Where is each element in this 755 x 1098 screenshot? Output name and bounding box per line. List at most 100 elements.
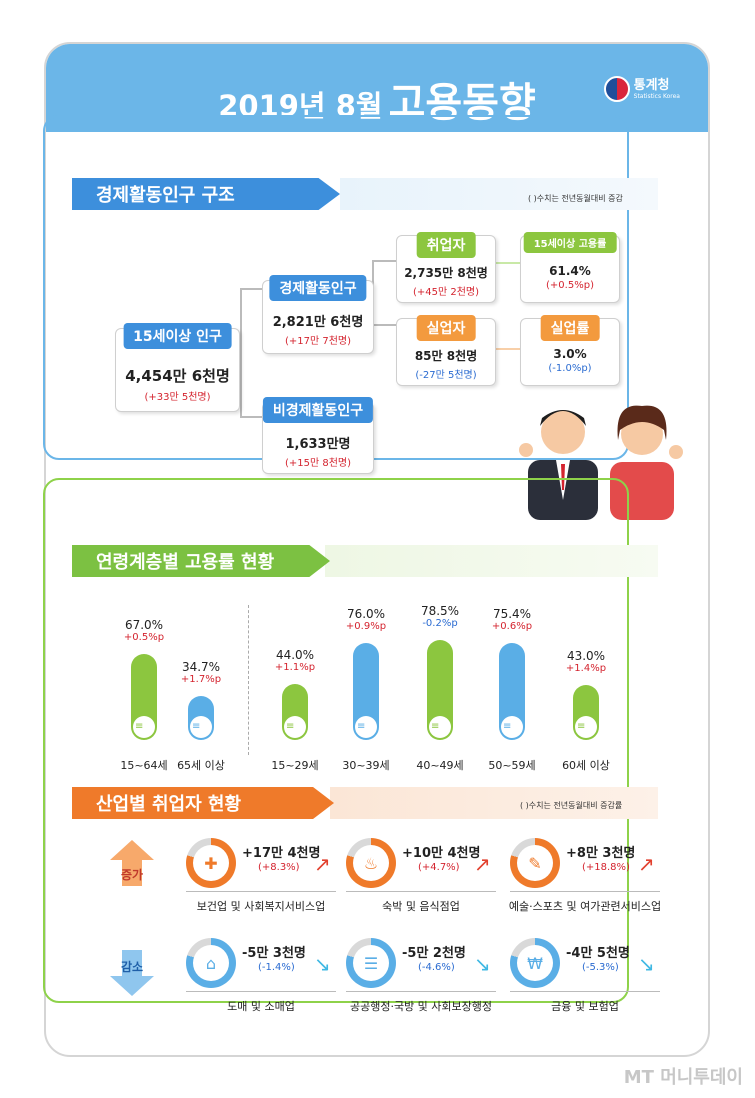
document-icon: ≡ [284, 716, 306, 738]
bar-label-0: 67.0% +0.5%p [114, 618, 174, 643]
bar-category: 60세 이상 [562, 759, 610, 772]
document-icon: ≡ [190, 716, 212, 738]
bar-value: 43.0% [566, 649, 606, 663]
bar-value: 75.4% [492, 607, 532, 621]
industry-ring: ₩ [510, 938, 560, 988]
header-banner: 2019년 8월 고용동향 통계청 Statistics Korea [46, 44, 708, 132]
bar-category: 40~49세 [416, 759, 464, 772]
industry-change: (-4.6%) [418, 962, 455, 973]
bar-2: ≡ [282, 684, 308, 740]
bar-value: 67.0% [124, 618, 164, 632]
medical-kit-icon: ✚ [193, 845, 229, 881]
bar-category: 65세 이상 [177, 759, 225, 772]
bar-label-6: 43.0% +1.4%p [556, 649, 616, 674]
decrease-arrow-icon [110, 950, 154, 996]
bar-change: +1.4%p [565, 663, 607, 674]
bar-3: ≡ [353, 643, 379, 740]
bar-5: ≡ [499, 643, 525, 740]
document-scroll-icon: ☰ [353, 945, 389, 981]
section1-note: ( )수치는 전년동월대비 증감 [528, 194, 623, 203]
employment-rate-box: 15세이상 고용률 61.4% (+0.5%p) [520, 232, 620, 303]
trend-up-icon: ↗ [314, 852, 331, 876]
dining-icon: ♨ [353, 845, 389, 881]
bar-change: +1.1%p [274, 662, 316, 673]
industry-name: 도매 및 소매업 [227, 1000, 295, 1013]
unemployment-rate-box: 실업률 3.0% (-1.0%p) [520, 315, 620, 386]
unemployed-box: 실업자 85만 8천명 (-27만 5천명) [396, 315, 496, 386]
industry-increase-2: ✎ +8만 3천명 (+18.8%) ↗ 예술·스포츠 및 여가관련서비스업 [509, 838, 661, 913]
document-icon: ≡ [355, 716, 377, 738]
industry-value: -5만 3천명 [242, 946, 306, 961]
industry-change: (+18.8%) [582, 862, 630, 873]
statistics-korea-logo: 통계청 Statistics Korea [603, 76, 680, 102]
section3-note: ( )수치는 전년동월대비 증감률 [520, 801, 623, 810]
increase-label: 증가 [120, 868, 144, 882]
bar-1: ≡ [188, 696, 214, 740]
age-employment-section [43, 478, 629, 1003]
bar-category: 50~59세 [488, 759, 536, 772]
bar-label-2: 44.0% +1.1%p [265, 648, 325, 673]
page-title: 2019년 8월 고용동향 [218, 80, 536, 126]
bar-label-4: 78.5% -0.2%p [410, 604, 470, 629]
industry-ring: ♨ [346, 838, 396, 888]
industry-decrease-2: ₩ -4만 5천명 (-5.3%) ↘ 금융 및 보험업 [510, 938, 660, 1013]
industry-ring: ☰ [346, 938, 396, 988]
industry-name: 숙박 및 음식점업 [382, 900, 460, 913]
increase-arrow-icon [110, 840, 154, 886]
decrease-label: 감소 [120, 960, 144, 974]
industry-change: (-5.3%) [582, 962, 619, 973]
industry-value: -5만 2천명 [402, 946, 466, 961]
bar-0: ≡ [131, 654, 157, 740]
trend-down-icon: ↘ [638, 952, 655, 976]
trend-up-icon: ↗ [474, 852, 491, 876]
inactive-pop-box: 비경제활동인구 1,633만명 (+15만 8천명) [262, 397, 374, 474]
industry-change: (+4.7%) [418, 862, 460, 873]
industry-value: +8만 3천명 [566, 846, 636, 861]
trend-down-icon: ↘ [474, 952, 491, 976]
document-icon: ≡ [133, 716, 155, 738]
industry-ring: ✎ [510, 838, 560, 888]
bar-change: -0.2%p [422, 618, 458, 629]
industry-change: (+8.3%) [258, 862, 300, 873]
bar-category: 15~29세 [271, 759, 319, 772]
bar-change: +0.9%p [345, 621, 387, 632]
industry-value: +17만 4천명 [242, 846, 321, 861]
bar-4: ≡ [427, 640, 453, 740]
bar-6: ≡ [573, 685, 599, 740]
section2-title: 연령계층별 고용률 현황 [72, 545, 330, 577]
art-palette-icon: ✎ [517, 845, 553, 881]
taegeuk-icon [603, 76, 630, 102]
bar-category: 30~39세 [342, 759, 390, 772]
industry-name: 금융 및 보험업 [551, 1000, 619, 1013]
trend-up-icon: ↗ [638, 852, 655, 876]
business-people-illustration [519, 405, 683, 520]
industry-name: 예술·스포츠 및 여가관련서비스업 [508, 900, 662, 913]
trend-down-icon: ↘ [314, 952, 331, 976]
pop15-box: 15세이상 인구 4,454만 6천명 (+33만 5천명) [115, 323, 240, 412]
bar-label-3: 76.0% +0.9%p [336, 607, 396, 632]
industry-decrease-0: ⌂ -5만 3천명 (-1.4%) ↘ 도매 및 소매업 [186, 938, 336, 1013]
industry-ring: ✚ [186, 838, 236, 888]
bar-change: +1.7%p [180, 674, 222, 685]
document-icon: ≡ [501, 716, 523, 738]
employed-box: 취업자 2,735만 8천명 (+45만 2천명) [396, 232, 496, 303]
chart-divider [248, 605, 249, 755]
bar-change: +0.6%p [491, 621, 533, 632]
section1-title: 경제활동인구 구조 [72, 178, 340, 210]
industry-increase-0: ✚ +17만 4천명 (+8.3%) ↗ 보건업 및 사회복지서비스업 [186, 838, 336, 913]
bar-change: +0.5%p [123, 632, 165, 643]
section3-title: 산업별 취업자 현황 [72, 787, 334, 819]
ribbon-tail [340, 178, 658, 210]
watermark: MT 머니투데이 [623, 1067, 743, 1088]
businessman-icon [519, 410, 598, 520]
atm-icon: ₩ [517, 945, 553, 981]
bar-value: 44.0% [275, 648, 315, 662]
bar-value: 78.5% [420, 604, 460, 618]
industry-name: 공공행정·국방 및 사회보장행정 [349, 1000, 493, 1013]
industry-increase-1: ♨ +10만 4천명 (+4.7%) ↗ 숙박 및 음식점업 [346, 838, 496, 913]
active-pop-box: 경제활동인구 2,821만 6천명 (+17만 7천명) [262, 275, 374, 354]
industry-ring: ⌂ [186, 938, 236, 988]
bar-label-1: 34.7% +1.7%p [171, 660, 231, 685]
document-icon: ≡ [575, 716, 597, 738]
document-icon: ≡ [429, 716, 451, 738]
